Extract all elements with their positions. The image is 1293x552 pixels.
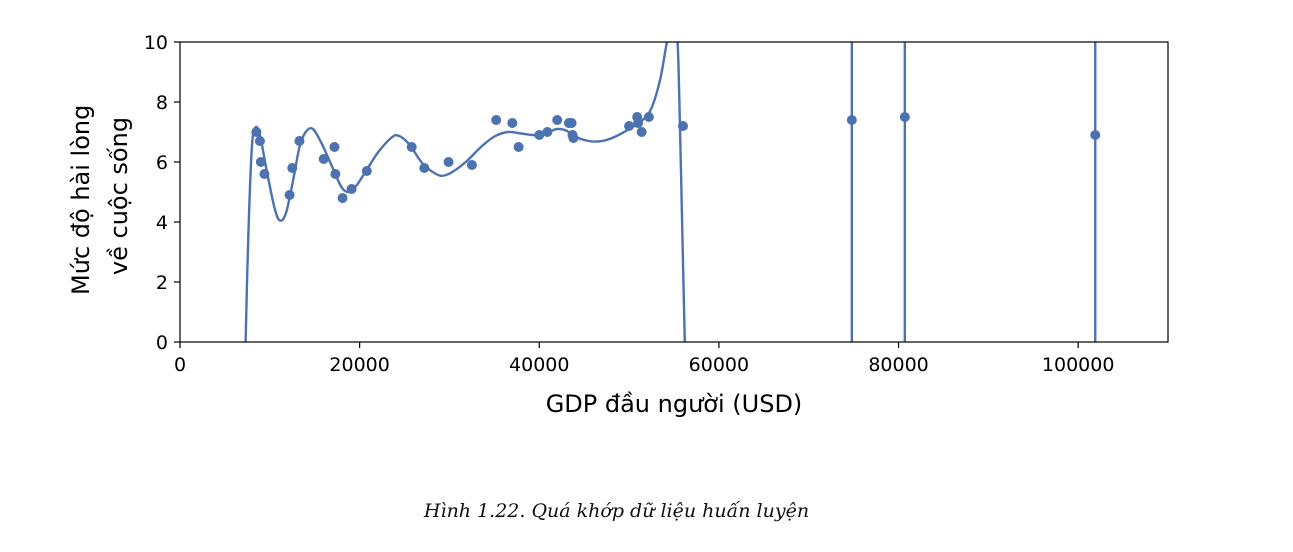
figure-caption: Hình 1.22. Quá khớp dữ liệu huấn luyện: [423, 500, 810, 522]
y-tick-label-3: 6: [156, 152, 168, 174]
data-point-17: [491, 115, 502, 125]
data-point-4: [284, 190, 295, 200]
x-tick-label-3: 60000: [689, 354, 749, 376]
data-point-35: [1090, 130, 1101, 140]
data-point-3: [259, 169, 270, 179]
data-point-27: [624, 121, 635, 131]
data-points-layer: [251, 112, 1101, 203]
fit-curve-line: [244, 42, 686, 342]
x-axis-label: GDP đầu người (USD): [546, 390, 803, 418]
data-point-34: [899, 112, 910, 122]
y-axis-label-line-1: Mức độ hài lòng: [67, 105, 95, 295]
plot-frame: [179, 41, 1169, 343]
y-axis-ticks: 0 2 4 6 8 10: [144, 32, 180, 354]
y-axis-label-line-2: về cuộc sống: [105, 117, 133, 275]
x-tick-label-5: 100000: [1042, 354, 1115, 376]
x-tick-label-0: 0: [174, 354, 186, 376]
data-point-12: [361, 166, 372, 176]
overfit-scatter-chart: 0 20000 40000 60000 80000 100000 0 2 4 6 8 10 GDP …: [67, 32, 1169, 418]
data-point-31: [643, 112, 654, 122]
data-point-9: [330, 169, 341, 179]
y-tick-label-5: 10: [144, 32, 168, 54]
data-point-26: [568, 133, 579, 143]
y-tick-label-0: 0: [156, 332, 168, 354]
y-tick-label-1: 2: [156, 272, 168, 294]
x-tick-label-2: 40000: [509, 354, 569, 376]
data-point-11: [346, 184, 357, 194]
data-point-8: [329, 142, 340, 152]
x-axis-ticks: 0 20000 40000 60000 80000 100000: [174, 342, 1114, 376]
data-point-10: [337, 193, 348, 203]
data-point-0: [251, 127, 262, 137]
x-tick-label-4: 80000: [868, 354, 928, 376]
data-point-22: [552, 115, 563, 125]
y-tick-label-4: 8: [156, 92, 168, 114]
data-point-29: [633, 118, 644, 128]
data-point-13: [406, 142, 417, 152]
data-point-2: [255, 157, 266, 167]
data-point-24: [566, 118, 577, 128]
data-point-7: [318, 154, 329, 164]
data-point-32: [677, 121, 688, 131]
data-point-14: [419, 163, 430, 173]
data-point-20: [534, 130, 545, 140]
data-point-33: [846, 115, 857, 125]
y-tick-label-2: 4: [156, 212, 168, 234]
data-point-18: [507, 118, 518, 128]
x-tick-label-1: 20000: [329, 354, 389, 376]
data-point-6: [294, 136, 305, 146]
fit-curve-layer: [244, 42, 1097, 342]
data-point-15: [443, 157, 454, 167]
y-axis-label: Mức độ hài lòng về cuộc sống: [67, 97, 133, 295]
data-point-30: [636, 127, 647, 137]
data-point-1: [254, 136, 265, 146]
data-point-19: [513, 142, 524, 152]
data-point-5: [287, 163, 298, 173]
data-point-16: [466, 160, 477, 170]
data-point-21: [542, 127, 553, 137]
